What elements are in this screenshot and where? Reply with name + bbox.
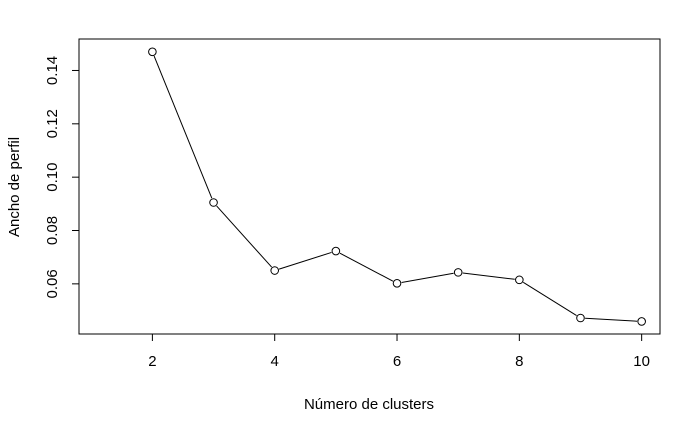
data-point xyxy=(209,198,218,207)
y-tick-label: 0.10 xyxy=(44,163,61,192)
line-segment xyxy=(585,317,638,322)
data-point xyxy=(392,279,402,288)
x-tick-label: 6 xyxy=(393,353,401,370)
x-tick-label: 8 xyxy=(515,353,523,370)
line-segment xyxy=(153,55,213,199)
x-axis: 2 4 6 8 10 xyxy=(148,333,650,370)
y-tick-label: 0.14 xyxy=(44,56,61,85)
line-segment xyxy=(522,281,577,316)
data-point xyxy=(515,275,524,285)
series-line xyxy=(148,47,646,326)
x-axis-label: Número de clusters xyxy=(304,396,434,413)
data-point xyxy=(331,246,341,256)
x-tick-label: 2 xyxy=(148,353,156,370)
y-tick-label: 0.06 xyxy=(44,269,61,298)
x-tick-label: 10 xyxy=(633,353,650,370)
line-segment xyxy=(401,272,454,284)
data-point xyxy=(270,266,280,275)
x-tick-label: 4 xyxy=(271,353,279,370)
line-segment xyxy=(216,205,273,268)
line-segment xyxy=(278,251,332,270)
plot-frame xyxy=(78,38,661,335)
data-point xyxy=(453,268,463,277)
line-segment xyxy=(339,252,394,282)
line-segment xyxy=(462,272,515,280)
data-point xyxy=(576,313,585,323)
y-tick-label: 0.12 xyxy=(44,109,61,138)
y-tick-label: 0.08 xyxy=(44,216,61,245)
y-axis-label: Ancho de perfil xyxy=(6,137,23,237)
data-point xyxy=(148,47,157,57)
y-axis: 0.06 0.08 0.10 0.12 0.14 xyxy=(44,56,80,298)
data-point xyxy=(637,317,646,326)
